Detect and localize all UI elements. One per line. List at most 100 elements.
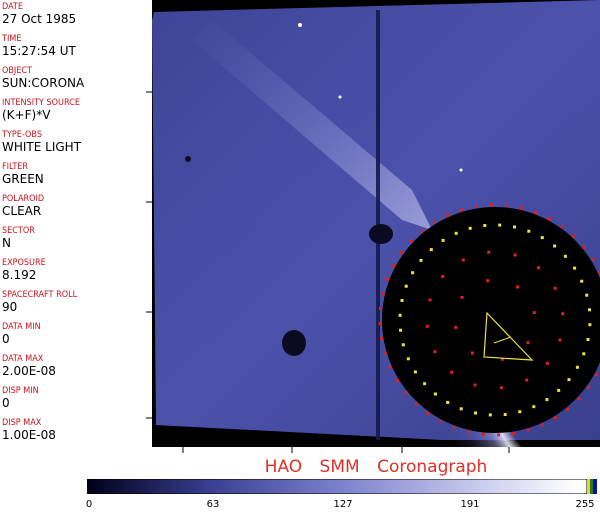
grid-dot — [439, 419, 443, 423]
grid-dot — [540, 236, 544, 240]
grid-dot — [585, 293, 589, 297]
coronagraph-svg — [152, 0, 600, 447]
grid-dot — [573, 266, 577, 270]
field-value: 0 — [2, 396, 10, 410]
field-value: 15:27:54 UT — [2, 44, 76, 58]
grid-dot — [398, 313, 402, 317]
grid-dot — [566, 407, 570, 411]
grid-dot — [467, 430, 471, 434]
grid-dot — [545, 361, 549, 365]
grid-dot — [400, 251, 404, 255]
field-label: SPACECRAFT ROLL — [2, 290, 78, 300]
field-value: 8.192 — [2, 268, 37, 282]
field-label: POLAROID — [2, 194, 45, 204]
grid-dot — [379, 307, 383, 310]
field-label: DATA MAX — [2, 354, 44, 364]
dark-spot — [282, 330, 306, 356]
grid-dot — [380, 337, 383, 340]
grid-dot — [385, 277, 389, 281]
grid-dot — [540, 423, 544, 427]
colorbar-labels: 0 63 127 191 255 — [86, 499, 600, 512]
field-label: DISP MAX — [2, 418, 42, 428]
field-label: DATE — [2, 2, 23, 12]
occulter-disk — [382, 207, 600, 433]
grid-dot — [454, 231, 458, 235]
grid-dot — [513, 225, 516, 229]
grid-dot — [474, 411, 477, 415]
grid-dot — [582, 245, 586, 249]
grid-dot — [461, 258, 465, 262]
grid-dot — [526, 428, 530, 432]
grid-dot — [399, 328, 402, 332]
field-value: 0 — [2, 332, 10, 346]
grid-dot — [580, 279, 584, 283]
grid-dot — [588, 323, 592, 327]
grid-dot — [486, 279, 490, 283]
grid-dot — [498, 223, 502, 227]
grid-dot — [404, 391, 408, 395]
grid-dot — [558, 338, 562, 342]
field-label: TIME — [2, 34, 22, 44]
grid-dot — [452, 426, 456, 430]
field-intensity-source: INTENSITY SOURCE (K+F)*V — [2, 98, 150, 122]
grid-dot — [420, 229, 424, 233]
field-value: 27 Oct 1985 — [2, 12, 77, 26]
grid-dot — [545, 398, 549, 402]
dark-spot — [185, 156, 191, 162]
field-label: FILTER — [2, 162, 28, 172]
grid-dot — [395, 379, 399, 382]
field-value: CLEAR — [2, 204, 42, 218]
grid-dot — [536, 266, 540, 270]
grid-dot — [532, 405, 536, 409]
grid-dot — [459, 407, 463, 411]
grid-dot — [433, 392, 437, 396]
grid-dot — [460, 295, 464, 299]
grid-dot — [525, 378, 529, 382]
grid-dot — [378, 322, 382, 326]
field-filter: FILTER GREEN — [2, 162, 150, 186]
field-value: GREEN — [2, 172, 44, 186]
grid-dot — [563, 254, 567, 258]
grid-dot — [409, 239, 413, 243]
sun-triangle-marker — [483, 311, 534, 361]
grid-dot — [557, 388, 561, 392]
grid-dot — [429, 248, 433, 252]
colorbar — [87, 479, 597, 494]
bottom-axis-ticks — [182, 447, 510, 453]
grid-dot — [383, 351, 387, 355]
grid-dot — [460, 208, 464, 212]
grid-dot — [488, 413, 492, 417]
grid-dot — [392, 264, 396, 268]
field-value: 1.00E-08 — [2, 428, 56, 442]
grid-dot — [586, 385, 590, 389]
grid-dot — [561, 312, 565, 316]
metadata-panel: DATE 27 Oct 1985 TIME 15:27:54 UT OBJECT… — [0, 0, 153, 447]
grid-dot — [534, 210, 538, 214]
field-time: TIME 15:27:54 UT — [2, 34, 150, 58]
field-label: DATA MIN — [2, 322, 41, 332]
grid-dot — [582, 352, 586, 356]
colorbar-tick-label: 191 — [460, 499, 480, 510]
grid-dot — [411, 271, 415, 275]
grid-dot — [489, 203, 493, 207]
field-data-min: DATA MIN 0 — [2, 322, 150, 346]
grid-dot — [473, 383, 477, 387]
grid-dot — [516, 285, 520, 289]
grid-dot — [567, 378, 571, 382]
grid-dot — [381, 292, 385, 296]
field-label: SECTOR — [2, 226, 35, 236]
grid-dot — [497, 433, 501, 437]
field-value: 2.00E-08 — [2, 364, 56, 378]
grid-dot — [487, 250, 491, 254]
grid-dot — [547, 217, 551, 221]
field-value: SUN:CORONA — [2, 76, 85, 90]
grid-dot — [532, 311, 536, 315]
grid-dot — [577, 397, 581, 401]
grid-dot — [433, 220, 436, 224]
field-data-max: DATA MAX 2.00E-08 — [2, 354, 150, 378]
field-value: (K+F)*V — [2, 108, 51, 122]
grid-dot — [586, 338, 590, 341]
dark-spot — [369, 224, 393, 244]
field-object: OBJECT SUN:CORONA — [2, 66, 150, 90]
grid-dot — [483, 224, 487, 227]
